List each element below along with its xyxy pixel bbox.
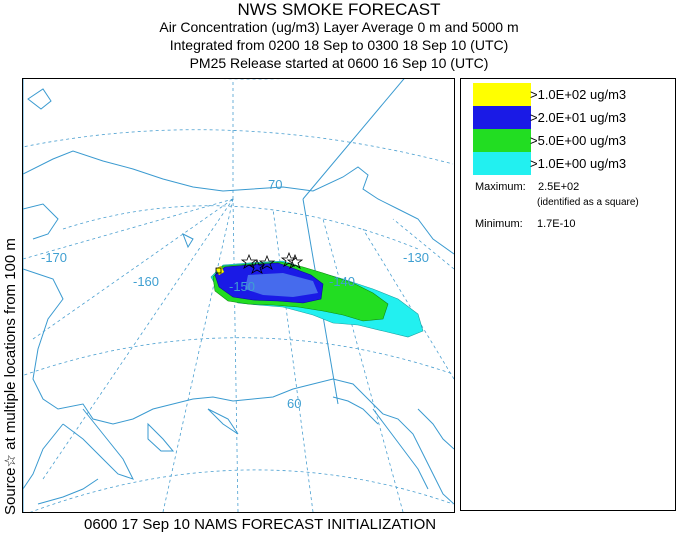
maximum-square <box>215 267 222 274</box>
maximum-note: (identified as a square) <box>537 197 639 208</box>
source-star <box>240 253 258 269</box>
subtitle-layer: Air Concentration (ug/m3) Layer Average … <box>159 19 519 35</box>
coordinate-labels: -170 -160 -150 -140 -130 70 60 <box>41 177 429 411</box>
forecast-initialization-footer: 0600 17 Sep 10 NAMS FORECAST INITIALIZAT… <box>84 516 437 533</box>
map-panel: -170 -160 -150 -140 -130 70 60 <box>22 78 455 513</box>
maximum-value: 2.5E+02 <box>538 181 580 193</box>
legend-swatch-cyan <box>473 152 531 175</box>
legend-label: >1.0E+02 ug/m3 <box>530 87 627 102</box>
legend-label: >1.0E+00 ug/m3 <box>530 156 627 171</box>
minimum-value: 1.7E-10 <box>537 218 576 230</box>
legend-label: >5.0E+00 ug/m3 <box>530 133 627 148</box>
legend-swatch-yellow <box>473 83 531 106</box>
lat-label-60: 60 <box>287 396 301 411</box>
source-markers <box>240 251 304 274</box>
legend-swatch-blue <box>473 106 531 129</box>
lon-label-130: -130 <box>403 250 429 265</box>
legend-panel <box>460 78 676 511</box>
coastline <box>23 88 454 505</box>
lon-label-170: -170 <box>41 250 67 265</box>
lon-label-150: -150 <box>229 279 255 294</box>
plume-light-blue <box>245 273 318 297</box>
minimum-label: Minimum: <box>475 218 523 230</box>
source-star <box>286 253 304 269</box>
source-side-label: Source☆ at multiple locations from 100 m <box>2 238 19 515</box>
source-star <box>248 258 266 274</box>
lon-label-140: -140 <box>329 274 355 289</box>
legend-label: >2.0E+01 ug/m3 <box>530 110 627 125</box>
maximum-label: Maximum: <box>475 181 526 193</box>
source-star <box>258 254 276 270</box>
lon-label-160: -160 <box>133 274 159 289</box>
source-star <box>280 251 298 267</box>
page-title: NWS SMOKE FORECAST <box>237 0 441 19</box>
subtitle-release: PM25 Release started at 0600 16 Sep 10 (… <box>189 55 489 71</box>
smoke-map: -170 -160 -150 -140 -130 70 60 <box>23 79 454 512</box>
subtitle-integration: Integrated from 0200 18 Sep to 0300 18 S… <box>169 37 509 53</box>
smoke-plume <box>210 260 424 338</box>
legend-swatch-green <box>473 129 531 152</box>
lat-label-70: 70 <box>268 177 282 192</box>
